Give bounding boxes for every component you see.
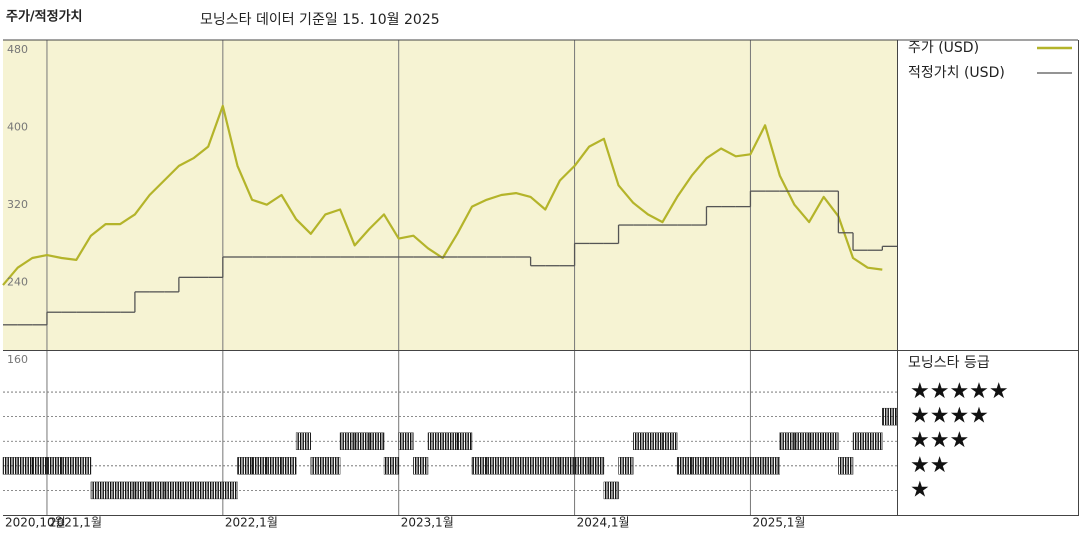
rating-bar [808,432,824,450]
plot-background [3,40,897,350]
rating-bar [295,432,311,450]
rating-title: 모닝스타 등급 [908,355,990,371]
rating-bar [193,481,209,500]
rating-bar [339,432,355,450]
rating-bar [515,457,531,475]
rating-bar [764,457,780,475]
rating-bar [823,432,839,450]
rating-bar [545,457,561,475]
rating-bar [706,457,722,475]
rating-bar [662,432,678,450]
rating-bar [398,432,414,450]
rating-bar [794,432,810,450]
rating-bar [559,457,575,475]
rating-label: ★★★★★ [910,379,1009,404]
rating-bar [779,432,795,450]
rating-bar [2,457,18,475]
rating-bar [427,432,443,450]
x-tick-label: 2021,1월 [49,516,102,530]
x-tick-label: 2022,1월 [225,516,278,530]
y-tick-label: 320 [7,198,28,211]
rating-label: ★★★★ [910,404,989,429]
rating-bar [134,481,150,500]
rating-bar [632,432,649,450]
x-tick-label: 2020,10월 [5,516,66,530]
rating-bar [17,457,33,475]
rating-bar [589,457,605,475]
rating-bar [149,481,165,500]
rating-bar [207,481,224,500]
rating-bar [720,457,736,475]
rating-bar [281,457,297,475]
rating-bar [647,432,663,450]
y-tick-label: 160 [7,353,28,366]
rating-bar [838,457,854,475]
rating-bar [354,432,370,450]
price-line [2,104,883,286]
rating-bar [369,432,385,450]
rating-label: ★ [910,477,930,502]
rating-bar [603,481,619,500]
rating-bar [574,457,590,475]
rating-bar [501,457,517,475]
legend-label: 주가 (USD) [908,40,979,56]
chart-subtitle: 모닝스타 데이터 기준일 15. 10월 2025 [200,12,440,28]
rating-bar [750,457,766,475]
rating-bar [882,407,898,426]
rating-bar [90,481,106,500]
rating-label: ★★ [910,453,949,478]
rating-bar [867,432,883,450]
rating-bar [164,481,180,500]
y-tick-label: 480 [7,43,28,56]
rating-bar [413,457,429,475]
rating-bar [32,457,48,475]
rating-bar [457,432,473,450]
rating-bar [266,457,282,475]
rating-bar [471,457,487,475]
rating-bar [310,457,326,475]
rating-bar [61,457,77,475]
rating-bar [178,481,194,500]
rating-bar [530,457,546,475]
x-tick-label: 2025,1월 [752,516,805,530]
rating-bar [222,481,238,500]
rating-bar [251,457,268,475]
rating-bar [120,481,136,500]
rating-bar [383,457,399,475]
legend-label: 적정가치 (USD) [908,65,1005,81]
chart-title: 주가/적정가치 [6,9,83,25]
y-tick-label: 400 [7,121,28,134]
rating-bar [237,457,253,475]
rating-label: ★★★ [910,428,969,453]
rating-bar [105,481,121,500]
rating-bar [852,432,868,450]
rating-bar [618,457,634,475]
y-tick-label: 240 [7,276,28,289]
rating-bar [442,432,458,450]
rating-bar [325,457,341,475]
x-tick-label: 2024,1월 [577,516,630,530]
rating-bar [691,457,707,475]
rating-bar [676,457,693,475]
rating-bar [46,457,62,475]
rating-bar [735,457,751,475]
rating-bar [486,457,502,475]
rating-bar [76,457,92,475]
x-tick-label: 2023,1월 [401,516,454,530]
